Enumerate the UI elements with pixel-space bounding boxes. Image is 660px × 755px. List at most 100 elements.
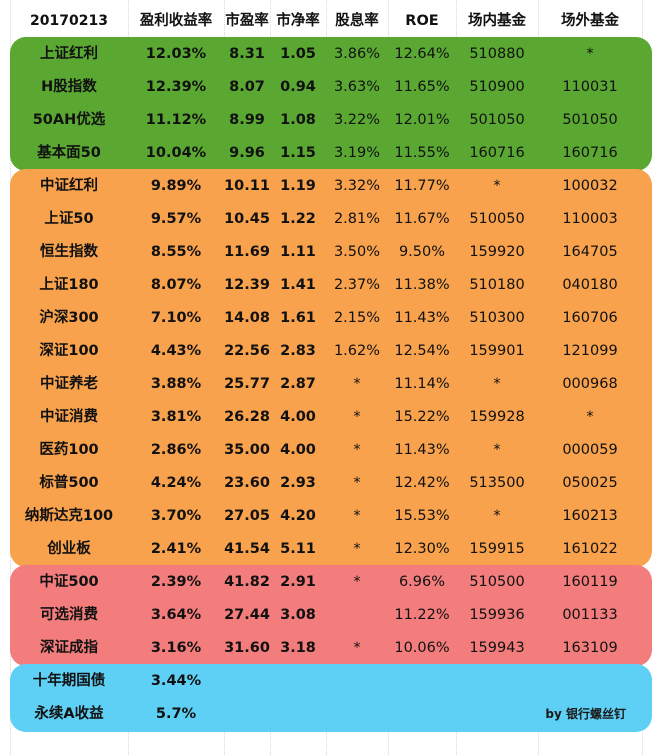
dividend-yield-cell: 2.15% <box>333 310 381 326</box>
table-row: 上证50 9.57% 10.45 1.22 2.81% 11.67% 510050 11000… <box>0 203 660 236</box>
exchange-fund-cell: * <box>493 376 501 392</box>
table-row: 十年期国债 3.44% <box>0 665 660 698</box>
pb-ratio-cell: 3.08 <box>280 607 316 623</box>
index-name-cell: 中证500 <box>39 574 99 590</box>
index-name-cell: 中证消费 <box>40 409 98 425</box>
pe-ratio-cell: 25.77 <box>224 376 270 392</box>
table-row: 上证红利 12.03% 8.31 1.05 3.86% 12.64% 510880 * <box>0 38 660 71</box>
table-row: 纳斯达克100 3.70% 27.05 4.20 * 15.53% * 160213 <box>0 500 660 533</box>
earnings-yield-cell: 12.39% <box>145 79 207 95</box>
table-header: 20170213 盈利收益率 市盈率 市净率 股息率 ROE 场内基金 场外基金 <box>0 6 660 36</box>
otc-fund-cell: 000059 <box>562 442 618 458</box>
exchange-fund-cell: 510880 <box>469 46 525 62</box>
table-row: H股指数 12.39% 8.07 0.94 3.63% 11.65% 510900 11003… <box>0 71 660 104</box>
exchange-fund-cell <box>456 665 538 698</box>
exchange-fund-cell: 510300 <box>469 310 525 326</box>
otc-fund-cell: 110031 <box>562 79 618 95</box>
pe-ratio-cell: 27.44 <box>224 607 270 623</box>
roe-cell: 11.38% <box>394 277 450 293</box>
header-earnings-yield: 盈利收益率 <box>139 13 213 29</box>
pb-ratio-cell: 2.83 <box>280 343 316 359</box>
dividend-yield-cell <box>326 698 388 731</box>
exchange-fund-cell: 159901 <box>469 343 525 359</box>
roe-cell: 11.14% <box>394 376 450 392</box>
exchange-fund-cell: 159928 <box>469 409 525 425</box>
table-row: 恒生指数 8.55% 11.69 1.11 3.50% 9.50% 159920 164705 <box>0 236 660 269</box>
pe-ratio-cell: 12.39 <box>224 277 270 293</box>
exchange-fund-cell: 510180 <box>469 277 525 293</box>
dividend-yield-cell: 1.62% <box>333 343 381 359</box>
header-roe: ROE <box>405 13 439 29</box>
earnings-yield-cell: 7.10% <box>150 310 202 326</box>
pb-ratio-cell: 4.00 <box>280 409 316 425</box>
header-date: 20170213 <box>30 13 108 29</box>
dividend-yield-cell: 3.22% <box>333 112 381 128</box>
group-blue-panel <box>10 664 652 732</box>
pb-ratio-cell: 1.15 <box>280 145 316 161</box>
otc-fund-cell: * <box>586 409 594 425</box>
otc-fund-cell: 163109 <box>562 640 618 656</box>
index-name-cell: H股指数 <box>41 79 97 95</box>
roe-cell: 12.64% <box>394 46 450 62</box>
roe-cell: 11.43% <box>394 442 450 458</box>
dividend-yield-cell: 2.37% <box>333 277 381 293</box>
author-credit: by 银行螺丝钉 <box>545 707 626 721</box>
index-name-cell: 上证180 <box>39 277 99 293</box>
pe-ratio-cell <box>224 665 270 698</box>
pe-ratio-cell: 41.82 <box>224 574 270 590</box>
pb-ratio-cell: 1.08 <box>280 112 316 128</box>
roe-cell: 12.30% <box>394 541 450 557</box>
header-dividend-yield: 股息率 <box>335 13 379 29</box>
exchange-fund-cell: 510050 <box>469 211 525 227</box>
otc-fund-cell: 164705 <box>562 244 618 260</box>
dividend-yield-cell: 3.63% <box>333 79 381 95</box>
dividend-yield-cell: * <box>353 508 361 524</box>
pb-ratio-cell: 1.05 <box>280 46 316 62</box>
otc-fund-cell: 161022 <box>562 541 618 557</box>
index-name-cell: 基本面50 <box>37 145 101 161</box>
table-row: 沪深300 7.10% 14.08 1.61 2.15% 11.43% 510300 1607… <box>0 302 660 335</box>
exchange-fund-cell: 159915 <box>469 541 525 557</box>
group-green-panel <box>10 37 652 171</box>
index-name-cell: 永续A收益 <box>34 706 104 722</box>
otc-fund-cell: 501050 <box>562 112 618 128</box>
pb-ratio-cell: 1.61 <box>280 310 316 326</box>
dividend-yield-cell: 3.32% <box>333 178 381 194</box>
roe-cell: 12.01% <box>394 112 450 128</box>
table-row: 上证180 8.07% 12.39 1.41 2.37% 11.38% 510180 0401… <box>0 269 660 302</box>
dividend-yield-cell: * <box>353 541 361 557</box>
exchange-fund-cell: * <box>493 442 501 458</box>
earnings-yield-cell: 3.81% <box>150 409 202 425</box>
earnings-yield-cell: 3.16% <box>150 640 202 656</box>
table-row: 永续A收益 5.7% by 银行螺丝钉 <box>0 698 660 731</box>
dividend-yield-cell: * <box>353 574 361 590</box>
roe-cell: 11.65% <box>394 79 450 95</box>
index-name-cell: 深证成指 <box>40 640 98 656</box>
roe-cell: 10.06% <box>394 640 450 656</box>
roe-cell: 9.50% <box>398 244 446 260</box>
earnings-yield-cell: 4.24% <box>150 475 202 491</box>
earnings-yield-cell: 2.86% <box>150 442 202 458</box>
earnings-yield-cell: 8.07% <box>150 277 202 293</box>
otc-fund-cell: 040180 <box>562 277 618 293</box>
otc-fund-cell: 160213 <box>562 508 618 524</box>
exchange-fund-cell: * <box>493 508 501 524</box>
earnings-yield-cell: 12.03% <box>145 46 207 62</box>
pb-ratio-cell: 1.11 <box>280 244 316 260</box>
pb-ratio-cell: 5.11 <box>280 541 316 557</box>
earnings-yield-cell: 10.04% <box>145 145 207 161</box>
roe-cell: 15.53% <box>394 508 450 524</box>
otc-fund-cell: 050025 <box>562 475 618 491</box>
earnings-yield-cell: 9.57% <box>150 211 202 227</box>
pb-ratio-cell: 0.94 <box>280 79 316 95</box>
index-name-cell: 标普500 <box>39 475 99 491</box>
index-name-cell: 可选消费 <box>40 607 98 623</box>
exchange-fund-cell: 159920 <box>469 244 525 260</box>
dividend-yield-cell: * <box>353 409 361 425</box>
earnings-yield-cell: 3.44% <box>150 673 202 689</box>
dividend-yield-cell <box>326 599 388 632</box>
roe-cell: 15.22% <box>394 409 450 425</box>
exchange-fund-cell: 159936 <box>469 607 525 623</box>
pe-ratio-cell: 41.54 <box>224 541 270 557</box>
dividend-yield-cell: 3.50% <box>333 244 381 260</box>
